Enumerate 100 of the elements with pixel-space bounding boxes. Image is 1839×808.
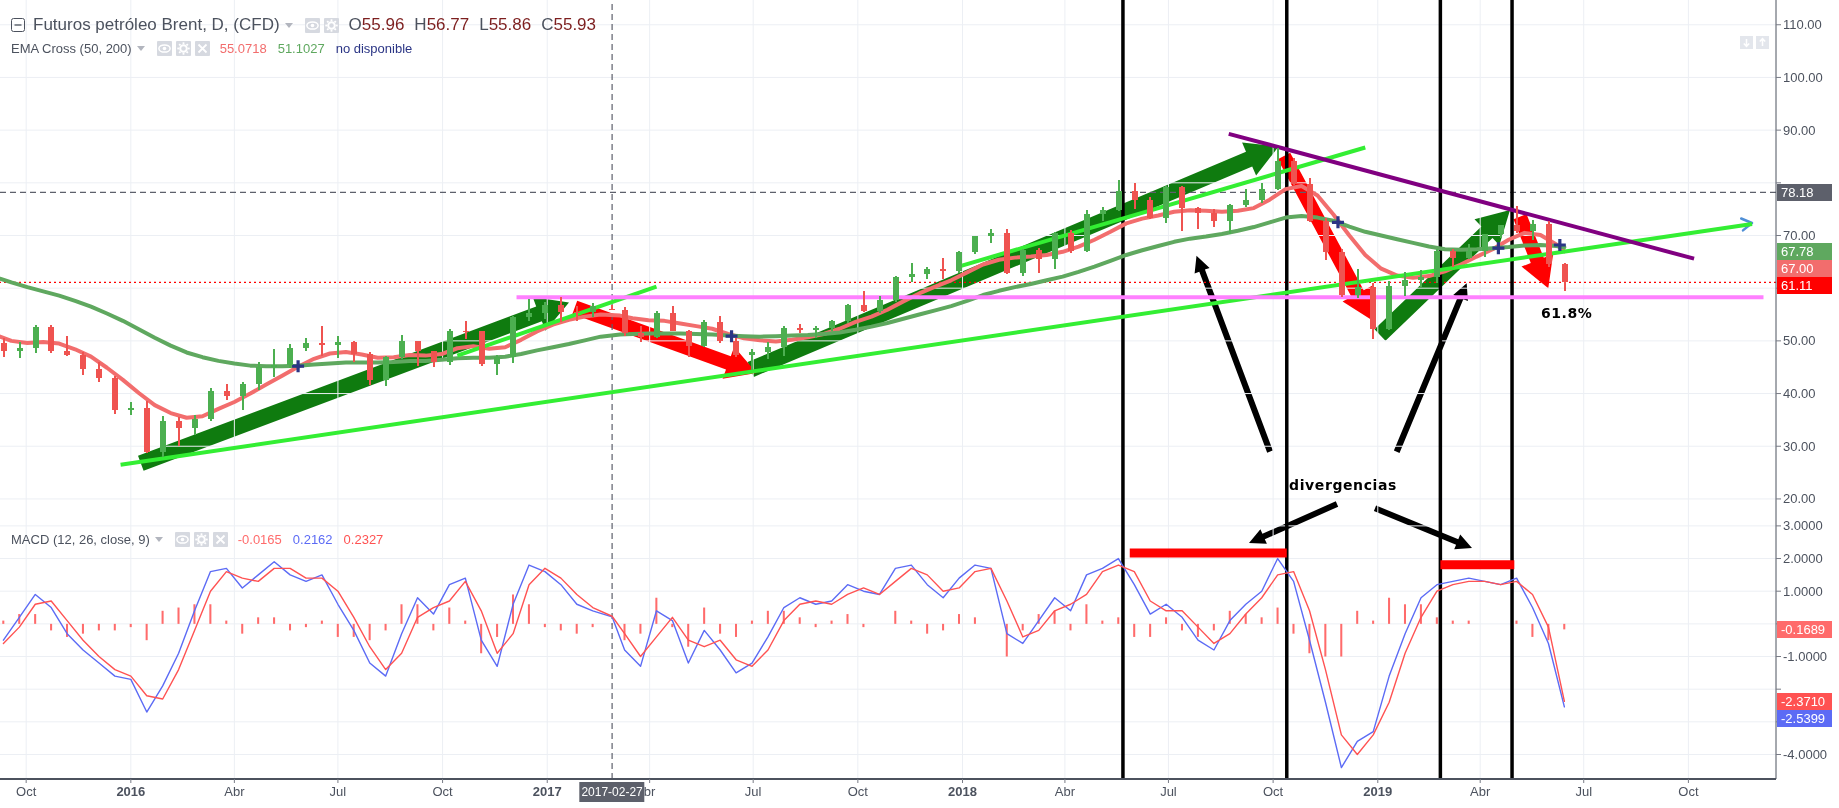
x-tick-label: Oct	[1263, 784, 1284, 799]
bar	[1053, 610, 1056, 624]
point	[1552, 237, 1568, 253]
bar	[1515, 620, 1518, 624]
x-tick-label: Abr	[224, 784, 246, 799]
y-tick-label: -1.0000	[1783, 649, 1828, 665]
bar	[273, 617, 276, 624]
x-tick-label: br	[643, 784, 657, 799]
x-tick-label: Jul	[1160, 784, 1177, 799]
annotation: O55.96	[348, 15, 405, 34]
candlestick	[558, 295, 564, 323]
candlestick	[1179, 184, 1185, 233]
candlestick	[1291, 157, 1297, 186]
y-tick-label: 90.00	[1783, 122, 1816, 138]
candlestick	[335, 334, 341, 360]
point	[723, 328, 740, 344]
bar	[559, 623, 562, 631]
candlestick	[96, 360, 102, 383]
text: Futuros petróleo Brent, D, (CFD)	[33, 15, 280, 35]
candlestick	[1562, 261, 1568, 292]
y-tick-label: 30.00	[1783, 438, 1816, 454]
point	[1490, 240, 1506, 256]
text: 67.78	[1777, 243, 1832, 260]
x-tick-label: Oct	[432, 784, 454, 799]
candlestick	[48, 323, 54, 354]
bar	[1403, 604, 1407, 624]
bar	[1324, 623, 1327, 657]
candlestick	[415, 339, 421, 367]
bar	[1165, 617, 1168, 624]
x-tick-label: Abr	[1470, 784, 1491, 799]
x-tick-label: Oct	[16, 784, 37, 799]
bar	[161, 610, 164, 624]
bar	[575, 623, 578, 634]
candlestick	[399, 333, 405, 361]
bar	[34, 614, 37, 624]
y-tick-label: 2.0000	[1783, 551, 1823, 567]
x-tick-label: Jul	[1575, 784, 1593, 799]
candlestick	[64, 335, 70, 357]
bar	[288, 623, 292, 631]
bar	[942, 623, 945, 631]
x-tick-label: Abr	[1054, 784, 1076, 799]
candlestick	[956, 249, 962, 274]
ref-line-label: 2017-02-27	[579, 782, 645, 802]
candlestick	[717, 315, 723, 344]
bar	[241, 623, 244, 634]
annotation: divergencias	[1289, 476, 1397, 493]
bar	[1085, 604, 1088, 624]
candlestick	[1132, 182, 1138, 210]
candlestick	[383, 354, 389, 387]
text: MACD (12, 26, close, 9)	[11, 531, 150, 547]
annotation: 51.1027	[277, 40, 325, 56]
point	[1330, 214, 1346, 230]
bar	[496, 623, 499, 637]
bar	[1435, 617, 1438, 624]
candlestick	[1514, 205, 1520, 235]
text: -2.3710	[1777, 692, 1832, 710]
candlestick	[733, 337, 739, 359]
x-tick-label: 2016	[116, 784, 146, 799]
x-tick-label: Oct	[847, 784, 869, 799]
bar	[1356, 610, 1359, 624]
bar	[926, 623, 929, 634]
bar	[1340, 623, 1343, 657]
bar	[113, 623, 116, 631]
bar	[1388, 597, 1391, 624]
candlestick	[893, 275, 899, 303]
bar	[1021, 623, 1024, 631]
bar	[1117, 617, 1120, 624]
bar	[1149, 623, 1152, 637]
bar	[384, 623, 387, 631]
candlestick	[1355, 267, 1361, 299]
candlestick	[749, 347, 755, 372]
bar	[734, 623, 738, 637]
bar	[1133, 623, 1136, 637]
bar	[1260, 617, 1263, 624]
candlestick	[80, 351, 86, 376]
annotation: 0.2162	[292, 531, 333, 547]
candlestick	[1, 337, 7, 359]
bar	[1276, 607, 1279, 624]
y-tick-label: 1.0000	[1783, 583, 1823, 599]
candlestick	[526, 298, 532, 322]
candlestick	[909, 262, 915, 284]
x-tick-label: Jul	[329, 784, 347, 799]
candlestick	[271, 347, 277, 379]
candlestick	[256, 361, 262, 392]
annotation: 61.8%	[1540, 305, 1593, 322]
bar	[81, 623, 84, 634]
candlestick	[287, 343, 293, 369]
bar	[145, 623, 148, 641]
point	[290, 358, 306, 374]
candlestick	[1020, 247, 1026, 278]
bar	[400, 604, 403, 624]
candlestick	[240, 381, 246, 411]
text: EMA Cross (50, 200)	[11, 40, 132, 56]
candlestick	[494, 353, 500, 376]
bar	[257, 617, 260, 624]
candlestick	[781, 324, 787, 357]
candlestick	[1068, 229, 1074, 255]
bar	[50, 623, 53, 631]
candlestick	[33, 324, 39, 354]
annotation: L55.86	[479, 15, 532, 34]
